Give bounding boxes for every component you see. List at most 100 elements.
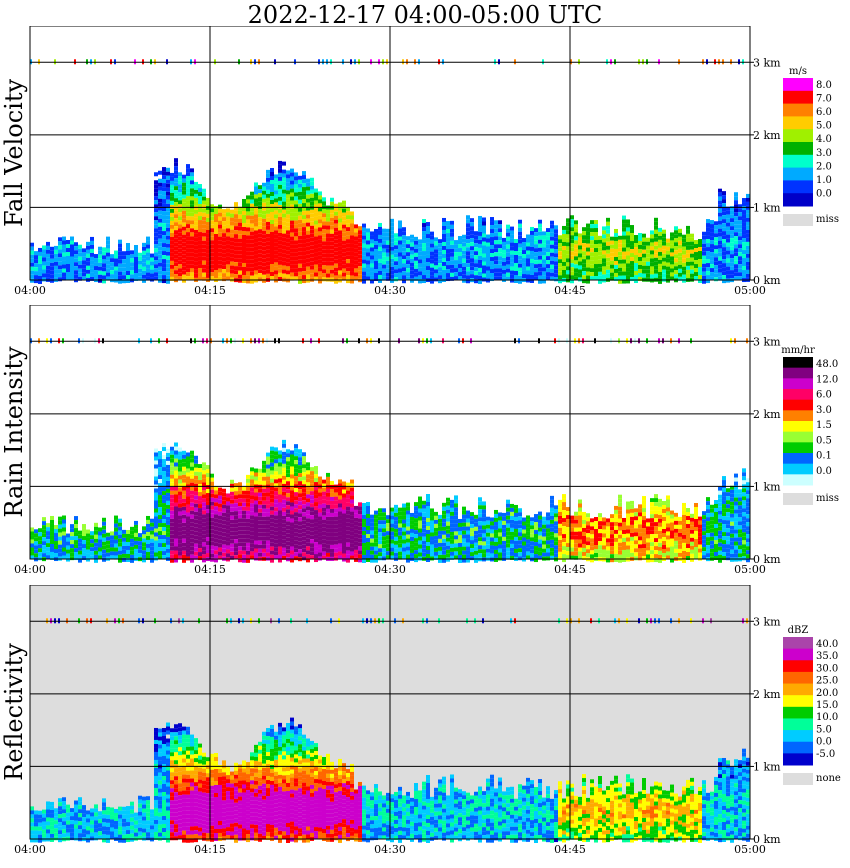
field-cell — [638, 236, 642, 241]
field-cell — [538, 255, 542, 260]
field-cell — [250, 239, 254, 244]
field-cell — [90, 535, 94, 540]
field-cell — [226, 272, 230, 277]
field-cell — [34, 267, 38, 272]
field-cell — [146, 519, 150, 524]
field-cell — [486, 242, 490, 247]
field-cell — [238, 530, 242, 535]
field-cell — [262, 182, 266, 187]
field-cell — [242, 274, 246, 279]
field-cell — [414, 244, 418, 249]
field-cell — [386, 256, 390, 261]
field-cell — [202, 196, 206, 201]
field-cell — [166, 251, 170, 256]
field-cell — [110, 254, 114, 259]
legend-label: 7.0 — [816, 94, 832, 105]
field-cell — [306, 182, 310, 187]
field-cell — [74, 528, 78, 533]
field-cell — [226, 338, 228, 344]
field-cell — [618, 251, 622, 256]
field-cell — [290, 236, 294, 241]
field-cell — [390, 242, 394, 247]
field-cell — [198, 464, 202, 469]
field-cell — [330, 265, 334, 270]
field-cell — [78, 272, 82, 277]
field-cell — [314, 208, 318, 213]
field-cell — [282, 253, 286, 258]
field-cell — [254, 496, 258, 501]
field-cell — [474, 518, 478, 523]
field-cell — [182, 198, 186, 203]
field-cell — [558, 267, 562, 272]
field-cell — [170, 450, 174, 455]
field-cell — [450, 256, 454, 261]
field-cell — [246, 498, 250, 503]
radar-field — [30, 59, 750, 284]
field-cell — [546, 252, 550, 257]
field-cell — [410, 544, 414, 549]
field-cell — [338, 523, 342, 528]
field-cell — [94, 546, 98, 551]
field-cell — [546, 248, 550, 253]
field-cell — [90, 260, 94, 265]
field-cell — [298, 247, 302, 252]
field-cell — [466, 215, 470, 220]
field-cell — [654, 233, 658, 238]
field-cell — [46, 245, 50, 250]
field-cell — [310, 265, 314, 270]
field-cell — [622, 279, 626, 284]
field-cell — [274, 479, 278, 484]
field-cell — [190, 510, 194, 515]
field-cell — [334, 536, 338, 541]
field-cell — [726, 270, 730, 275]
field-cell — [714, 269, 718, 274]
field-cell — [138, 549, 142, 554]
legend-miss-swatch — [783, 214, 813, 226]
field-cell — [450, 272, 454, 277]
field-cell — [742, 234, 746, 239]
field-cell — [202, 338, 204, 344]
field-cell — [706, 251, 710, 256]
field-cell — [162, 479, 166, 484]
field-cell — [190, 220, 194, 225]
field-cell — [210, 485, 214, 490]
field-cell — [114, 547, 118, 552]
field-cell — [542, 231, 546, 236]
field-cell — [606, 217, 610, 222]
field-cell — [518, 271, 522, 276]
field-cell — [270, 558, 274, 563]
field-cell — [270, 510, 274, 515]
field-cell — [350, 551, 354, 556]
field-cell — [158, 198, 162, 203]
field-cell — [222, 492, 226, 497]
field-cell — [586, 231, 590, 236]
field-cell — [270, 208, 274, 213]
field-cell — [266, 468, 270, 473]
field-cell — [174, 198, 178, 203]
field-cell — [62, 264, 66, 269]
field-cell — [390, 535, 394, 540]
field-cell — [70, 268, 74, 273]
field-cell — [70, 244, 74, 249]
field-cell — [298, 215, 302, 220]
field-cell — [218, 519, 222, 524]
field-cell — [46, 547, 50, 552]
field-cell — [198, 260, 202, 265]
field-cell — [50, 338, 52, 344]
field-cell — [226, 493, 230, 498]
field-cell — [146, 264, 150, 269]
field-cell — [450, 543, 454, 548]
field-cell — [90, 543, 94, 548]
field-cell — [314, 216, 318, 221]
field-cell — [258, 257, 262, 262]
field-cell — [134, 257, 138, 262]
field-cell — [214, 518, 218, 523]
field-cell — [566, 230, 570, 235]
field-cell — [150, 261, 154, 266]
field-cell — [182, 246, 186, 251]
field-cell — [186, 244, 190, 249]
field-cell — [438, 271, 442, 276]
field-cell — [58, 532, 62, 537]
field-cell — [186, 240, 190, 245]
field-cell — [30, 278, 34, 283]
